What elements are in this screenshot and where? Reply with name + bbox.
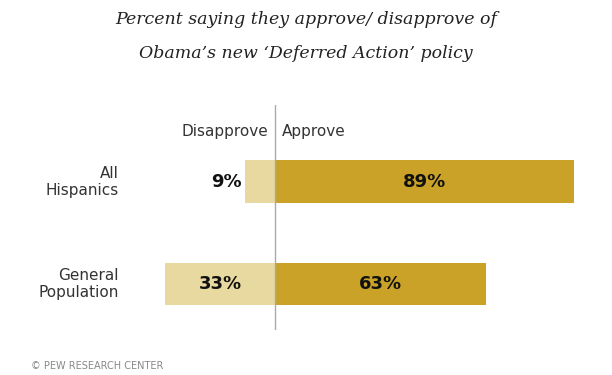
Text: 89%: 89%	[403, 173, 446, 191]
Bar	[275, 262, 487, 306]
Text: Disapprove: Disapprove	[182, 124, 269, 139]
Text: Percent saying they approve/ disapprove of: Percent saying they approve/ disapprove …	[115, 11, 497, 28]
Text: Approve: Approve	[282, 124, 346, 139]
Text: 63%: 63%	[359, 275, 403, 293]
Bar	[275, 160, 573, 203]
Bar	[165, 262, 275, 306]
Text: 9%: 9%	[211, 173, 242, 191]
Text: 33%: 33%	[198, 275, 242, 293]
Bar	[245, 160, 275, 203]
Text: Obama’s new ‘Deferred Action’ policy: Obama’s new ‘Deferred Action’ policy	[139, 45, 473, 62]
Text: © PEW RESEARCH CENTER: © PEW RESEARCH CENTER	[31, 361, 163, 371]
